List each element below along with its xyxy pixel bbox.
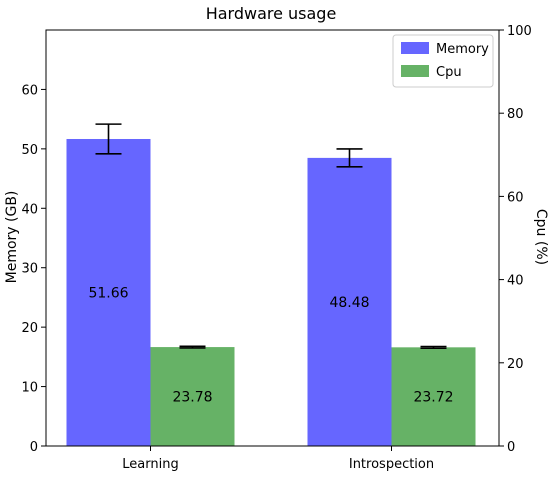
legend-swatch-cpu <box>401 65 429 77</box>
y-left-tick-label: 30 <box>21 262 38 277</box>
x-tick-label: Introspection <box>349 457 434 472</box>
bar-value-label: 51.66 <box>88 285 128 301</box>
error-bar-cpu-1 <box>179 345 206 349</box>
y-left-tick-label: 0 <box>30 440 38 455</box>
y-axis-right-label: Cpu (%) <box>533 209 549 265</box>
y-right-tick-label: 80 <box>507 107 524 122</box>
legend-label-memory: Memory <box>436 42 489 57</box>
bar-memory-2 <box>307 157 392 446</box>
axes-layer: 0 10 20 30 40 50 60 0 20 40 60 80 100 Learning Introsp… <box>21 24 531 472</box>
y-left-tick-label: 60 <box>21 83 38 98</box>
y-left-tick-label: 40 <box>21 202 38 217</box>
y-right-tick-label: 100 <box>507 24 532 39</box>
plot-frame <box>45 29 500 447</box>
chart-title: Hardware usage <box>206 4 337 23</box>
error-bar-memory-2 <box>336 148 363 168</box>
error-bar-memory-1 <box>95 123 122 155</box>
bar-cpu-1 <box>150 347 235 446</box>
bar-value-label: 23.72 <box>413 390 453 406</box>
x-tick-label: Learning <box>122 457 178 472</box>
bar-value-label: 23.78 <box>172 390 212 406</box>
bar-cpu-2 <box>391 347 476 446</box>
y-left-tick-label: 50 <box>21 143 38 158</box>
y-right-tick-label: 0 <box>507 440 515 455</box>
legend-swatch-memory <box>401 42 429 54</box>
legend-label-cpu: Cpu <box>436 65 462 80</box>
y-right-tick-label: 20 <box>507 357 524 372</box>
legend: Memory Cpu <box>392 34 494 88</box>
y-right-tick-label: 40 <box>507 274 524 289</box>
y-axis-left-label: Memory (GB) <box>4 191 20 284</box>
y-right-tick-label: 60 <box>507 190 524 205</box>
y-left-tick-label: 10 <box>21 381 38 396</box>
error-bar-cpu-2 <box>420 345 447 349</box>
bars-layer: 51.66 48.48 23.78 23.72 <box>66 123 476 446</box>
bar-value-label: 48.48 <box>329 295 369 311</box>
y-left-tick-label: 20 <box>21 321 38 336</box>
bar-memory-1 <box>66 138 151 446</box>
